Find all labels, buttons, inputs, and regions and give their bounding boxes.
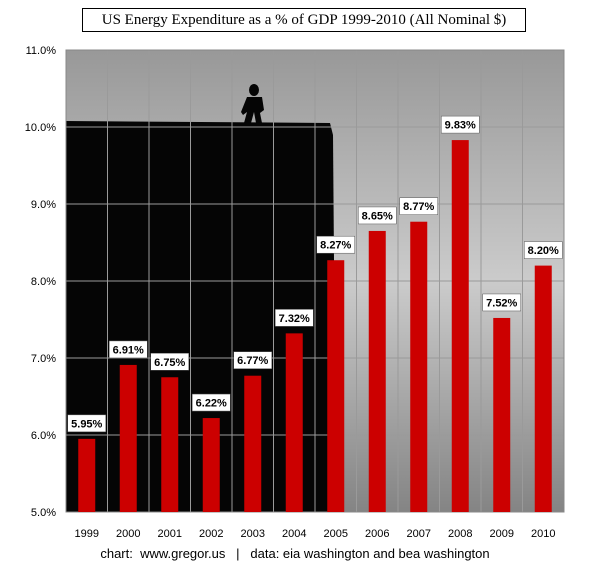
bar-2004 — [285, 333, 303, 512]
x-tick-label: 2001 — [158, 528, 182, 540]
data-label-box — [399, 197, 438, 215]
bar-2002 — [202, 418, 220, 512]
y-tick-label: 7.0% — [31, 353, 56, 365]
y-tick-label: 11.0% — [26, 45, 57, 57]
bar-2006 — [368, 230, 386, 512]
data-labels: 5.95% 6.91% 6.75% 6.22% 6.77% 7.32% 8.27% 8.65%… — [67, 115, 563, 433]
x-tick-label: 2004 — [282, 528, 306, 540]
bar-2005 — [327, 260, 345, 512]
data-label-box — [482, 293, 521, 312]
x-tick-label: 1999 — [75, 528, 99, 540]
y-tick-label: 9.0% — [31, 199, 56, 211]
data-label-2009: 7.52% — [486, 297, 517, 309]
data-label-box — [524, 241, 563, 259]
data-label-box — [109, 340, 148, 359]
data-label-2006: 8.65% — [362, 210, 393, 222]
bars — [78, 140, 552, 512]
x-tick-label: 2009 — [490, 528, 514, 540]
data-label-box — [150, 353, 189, 371]
bar-2003 — [244, 375, 262, 512]
x-tick-label: 2010 — [531, 528, 555, 540]
x-tick-label: 2007 — [407, 528, 431, 540]
y-tick-label: 10.0% — [25, 122, 56, 134]
data-label-box — [192, 393, 231, 412]
data-label-2007: 8.77% — [403, 201, 434, 213]
bar-2007 — [410, 221, 428, 512]
x-tick-label: 2005 — [324, 528, 348, 540]
data-label-box — [275, 309, 314, 327]
bar-2008 — [451, 140, 469, 512]
data-label-2001: 6.75% — [154, 357, 185, 369]
data-label-2004: 7.32% — [279, 313, 310, 325]
y-tick-label: 8.0% — [31, 276, 56, 288]
bar-1999 — [78, 438, 96, 512]
data-label-1999: 5.95% — [71, 418, 102, 430]
data-label-box — [233, 351, 272, 369]
data-label-2002: 6.22% — [196, 398, 227, 410]
data-label-2010: 8.20% — [528, 245, 559, 257]
bar-2009 — [493, 317, 511, 512]
data-label-box — [316, 235, 355, 254]
data-label-box — [358, 206, 397, 225]
chart-title: US Energy Expenditure as a % of GDP 1999… — [82, 8, 526, 32]
data-label-2003: 6.77% — [237, 355, 268, 367]
x-tick-label: 2006 — [365, 528, 389, 540]
bar-2010 — [534, 265, 552, 512]
bar-2001 — [161, 377, 179, 512]
gridlines — [66, 49, 564, 513]
x-tick-label: 2000 — [116, 528, 140, 540]
x-tick-label: 2008 — [448, 528, 472, 540]
y-tick-label: 5.0% — [31, 507, 56, 519]
data-label-2005: 8.27% — [320, 240, 351, 252]
data-label-box — [441, 115, 480, 134]
footer-credit: chart: www.gregor.us | data: eia washing… — [100, 546, 490, 561]
x-axis: 1999 2000 2001 2002 2003 2004 2005 2006 2007 2008… — [75, 528, 556, 540]
x-tick-label: 2003 — [241, 528, 265, 540]
y-tick-label: 6.0% — [31, 430, 56, 442]
y-axis: 5.0% 6.0% 7.0% 8.0% 9.0% 10.0% 11.0% — [25, 45, 56, 519]
x-tick-label: 2002 — [199, 528, 223, 540]
bar-2000 — [119, 364, 137, 512]
data-label-2008: 9.83% — [445, 120, 476, 132]
person-silhouette — [241, 84, 264, 123]
data-label-box — [67, 414, 106, 433]
data-label-2000: 6.91% — [113, 344, 144, 356]
